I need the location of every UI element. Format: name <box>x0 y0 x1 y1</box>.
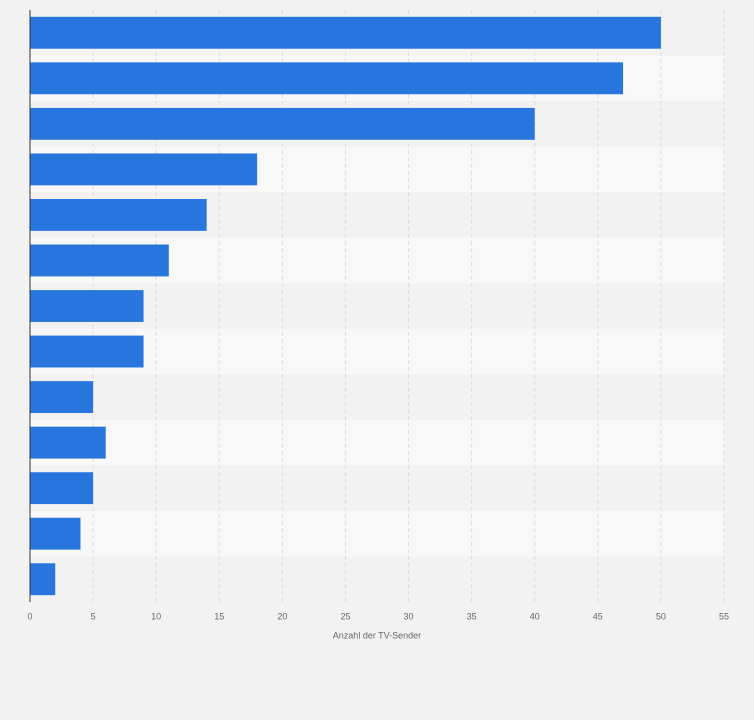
row-band <box>30 283 724 329</box>
row-band <box>30 556 724 602</box>
x-tick-label: 40 <box>530 611 540 621</box>
x-tick-label: 20 <box>277 611 287 621</box>
row-band <box>30 510 724 557</box>
x-tick-label: 55 <box>719 611 729 621</box>
x-tick-label: 50 <box>656 611 666 621</box>
x-tick-label: 30 <box>404 611 414 621</box>
bar <box>30 426 106 459</box>
bar <box>30 16 661 49</box>
x-tick-label: 10 <box>151 611 161 621</box>
x-tick-label: 5 <box>91 611 96 621</box>
row-band <box>30 465 724 511</box>
bar <box>30 517 81 550</box>
row-band <box>30 374 724 420</box>
bar <box>30 381 94 414</box>
bar <box>30 198 207 231</box>
bar <box>30 244 169 277</box>
x-axis-title: Anzahl der TV-Sender <box>333 630 421 640</box>
bar <box>30 107 535 140</box>
bar <box>30 563 56 596</box>
bar <box>30 290 144 322</box>
bar <box>30 153 258 186</box>
bar <box>30 472 94 505</box>
bar <box>30 335 144 368</box>
x-tick-label: 35 <box>467 611 477 621</box>
x-tick-label: 15 <box>214 611 224 621</box>
x-tick-label: 45 <box>593 611 603 621</box>
bar <box>30 62 624 95</box>
x-tick-label: 0 <box>27 611 32 621</box>
x-tick-label: 25 <box>340 611 350 621</box>
row-band <box>30 328 724 375</box>
row-band <box>30 419 724 466</box>
